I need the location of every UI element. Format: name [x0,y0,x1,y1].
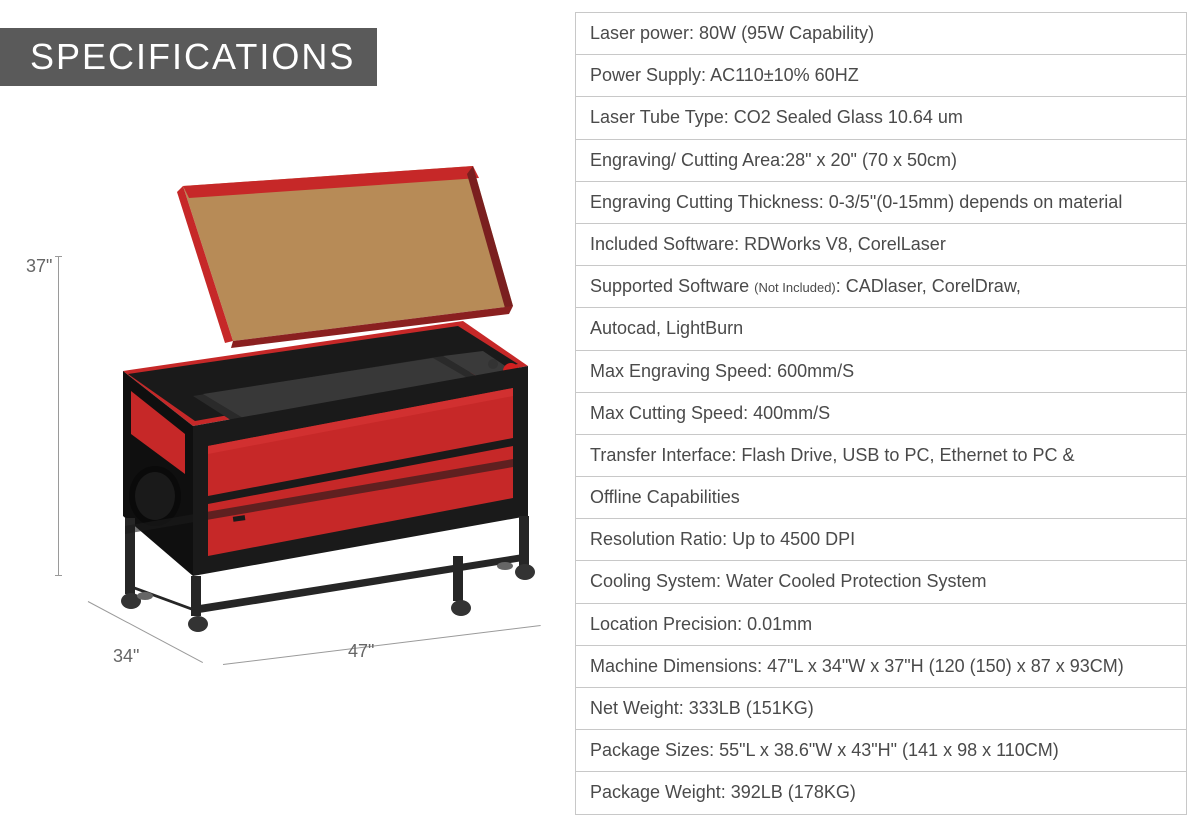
spec-row: Power Supply: AC110±10% 60HZ [576,55,1186,97]
spec-row: Engraving/ Cutting Area:28" x 20" (70 x … [576,140,1186,182]
spec-row: Engraving Cutting Thickness: 0-3/5"(0-15… [576,182,1186,224]
spec-row: Supported Software (Not Included): CADla… [576,266,1186,308]
spec-row: Included Software: RDWorks V8, CorelLase… [576,224,1186,266]
spec-row: Location Precision: 0.01mm [576,604,1186,646]
spec-row: Package Weight: 392LB (178KG) [576,772,1186,813]
spec-table: Laser power: 80W (95W Capability)Power S… [575,12,1187,815]
spec-row: Max Engraving Speed: 600mm/S [576,351,1186,393]
spec-row: Offline Capabilities [576,477,1186,519]
spec-row: Resolution Ratio: Up to 4500 DPI [576,519,1186,561]
left-column: SPECIFICATIONS 37" [0,0,575,752]
spec-row: Machine Dimensions: 47"L x 34"W x 37"H (… [576,646,1186,688]
dim-width-label: 47" [348,641,374,662]
dim-width-line [223,625,541,665]
right-column: Laser power: 80W (95W Capability)Power S… [575,0,1195,752]
spec-row: Package Sizes: 55"L x 38.6"W x 43"H" (14… [576,730,1186,772]
spec-row: Max Cutting Speed: 400mm/S [576,393,1186,435]
spec-row: Autocad, LightBurn [576,308,1186,350]
spec-row: Net Weight: 333LB (151KG) [576,688,1186,730]
product-diagram: 37" [18,126,565,706]
spec-row: Laser power: 80W (95W Capability) [576,13,1186,55]
dim-height-label: 37" [26,256,52,277]
dim-bottom-group: 34" 47" [68,586,558,676]
dim-depth-label: 34" [113,646,139,667]
specifications-banner: SPECIFICATIONS [0,28,377,86]
machine-illustration [73,156,553,636]
spec-row: Transfer Interface: Flash Drive, USB to … [576,435,1186,477]
dim-height-line [58,256,59,576]
spec-row: Laser Tube Type: CO2 Sealed Glass 10.64 … [576,97,1186,139]
dim-depth-line [88,601,203,663]
spec-row: Cooling System: Water Cooled Protection … [576,561,1186,603]
